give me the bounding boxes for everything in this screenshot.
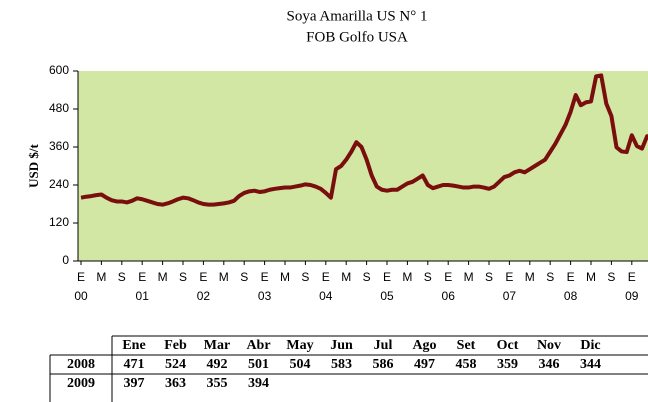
table-cell: 497 xyxy=(414,357,435,372)
y-tick-label: 0 xyxy=(62,253,69,267)
x-tick-label: S xyxy=(240,270,248,284)
x-tick-label: E xyxy=(322,270,330,284)
table-cell: 586 xyxy=(373,357,394,372)
table-header: Oct xyxy=(497,338,519,353)
table-header: Ago xyxy=(412,338,436,353)
table-year: 2009 xyxy=(67,376,95,391)
table-cell: 524 xyxy=(165,357,186,372)
x-year-label: 07 xyxy=(503,289,517,303)
x-tick-label: S xyxy=(485,270,493,284)
table-cell: 397 xyxy=(124,376,145,391)
table-cell: 504 xyxy=(290,357,311,372)
table-header: Nov xyxy=(537,338,561,353)
table-cell: 355 xyxy=(207,376,228,391)
x-year-label: 01 xyxy=(136,289,150,303)
x-tick-label: M xyxy=(219,270,229,284)
x-tick-label: S xyxy=(301,270,309,284)
y-tick-label: 600 xyxy=(49,63,69,77)
x-year-label: 09 xyxy=(625,289,639,303)
x-year-label: 06 xyxy=(442,289,456,303)
table-header: Ene xyxy=(122,338,145,353)
x-year-label: 05 xyxy=(380,289,394,303)
x-tick-label: E xyxy=(505,270,513,284)
line xyxy=(80,73,648,207)
table-cell: 583 xyxy=(331,357,352,372)
x-tick-label: E xyxy=(383,270,391,284)
table-cell: 344 xyxy=(580,357,601,372)
x-tick-label: S xyxy=(179,270,187,284)
x-tick-label: E xyxy=(444,270,452,284)
series xyxy=(80,73,648,207)
x-tick-label: M xyxy=(96,270,106,284)
x-year-label: 04 xyxy=(319,289,333,303)
y-tick-label: 480 xyxy=(49,101,69,115)
table-header: Jun xyxy=(330,338,353,353)
y-tick-label: 120 xyxy=(49,215,69,229)
x-tick-label: M xyxy=(464,270,474,284)
table-header: May xyxy=(286,338,313,353)
x-tick-label: S xyxy=(424,270,432,284)
table-header: Feb xyxy=(164,338,187,353)
x-tick-label: E xyxy=(77,270,85,284)
x-year-label: 08 xyxy=(564,289,578,303)
x-tick-label: M xyxy=(158,270,168,284)
x-year-label: 00 xyxy=(74,289,88,303)
x-year-label: 03 xyxy=(258,289,272,303)
table-cell: 394 xyxy=(248,376,269,391)
table-header: Set xyxy=(457,338,476,353)
x-tick-label: E xyxy=(138,270,146,284)
table-cell: 458 xyxy=(456,357,477,372)
x-tick-label: S xyxy=(118,270,126,284)
x-tick-label: M xyxy=(586,270,596,284)
y-axis-label: USD $/t xyxy=(26,143,41,187)
chart-title: Soya Amarilla US N° 1 xyxy=(287,8,428,24)
table-header: Dic xyxy=(580,338,600,353)
chart-subtitle: FOB Golfo USA xyxy=(306,29,408,45)
table-header: Mar xyxy=(204,338,230,353)
x-tick-label: E xyxy=(261,270,269,284)
x-tick-label: M xyxy=(341,270,351,284)
plot-area xyxy=(78,71,648,261)
x-tick-label: S xyxy=(363,270,371,284)
table-cell: 346 xyxy=(539,357,560,372)
x-tick-label: E xyxy=(628,270,636,284)
table-header: Jul xyxy=(374,338,393,353)
table-cell: 501 xyxy=(248,357,269,372)
table-cell: 363 xyxy=(165,376,186,391)
x-year-label: 02 xyxy=(197,289,211,303)
x-tick-label: M xyxy=(280,270,290,284)
y-tick-label: 240 xyxy=(49,177,69,191)
x-tick-label: S xyxy=(607,270,615,284)
table-cell: 492 xyxy=(207,357,228,372)
x-tick-label: M xyxy=(525,270,535,284)
x-tick-label: E xyxy=(567,270,575,284)
table-year: 2008 xyxy=(67,357,95,372)
table-header: Abr xyxy=(246,338,270,353)
table-cell: 359 xyxy=(497,357,518,372)
table-cell: 471 xyxy=(124,357,145,372)
x-tick-label: M xyxy=(402,270,412,284)
x-tick-label: S xyxy=(546,270,554,284)
y-tick-label: 360 xyxy=(49,139,69,153)
x-tick-label: E xyxy=(199,270,207,284)
